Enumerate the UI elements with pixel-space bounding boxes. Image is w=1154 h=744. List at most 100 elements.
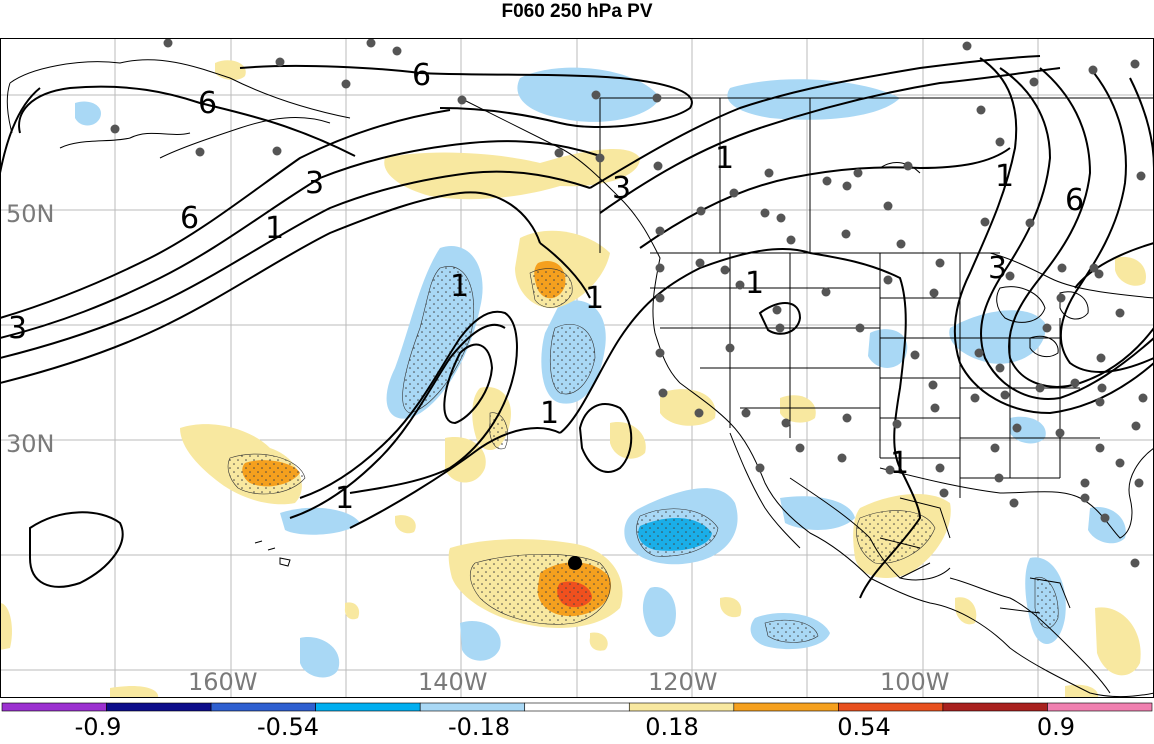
colorbar-swatch — [106, 702, 212, 712]
contour-label: 1 — [265, 211, 284, 246]
positive-anomaly-area — [955, 597, 977, 625]
longitude-label: 100W — [880, 668, 950, 696]
negative-anomaly-area — [1010, 416, 1046, 444]
marked-location-dot — [568, 556, 582, 570]
latitude-label: 30N — [6, 430, 55, 458]
positive-anomaly-area — [1095, 607, 1141, 676]
pv-contour-line — [599, 67, 1061, 214]
colorbar-swatch — [1, 702, 107, 712]
positive-anomaly-area — [610, 422, 646, 459]
pv-contour-line — [299, 310, 518, 499]
pv-contour-line — [539, 242, 591, 299]
colorbar-canvas: -0.9 -0.54 -0.18 0.18 0.54 0.9 — [1, 702, 1153, 741]
coastlines-and-borders — [6, 59, 1153, 697]
pv-contour-line — [239, 64, 693, 128]
positive-anomaly-area — [110, 686, 158, 697]
colorbar: -0.9 -0.54 -0.18 0.18 0.54 0.9 — [0, 702, 1154, 741]
pv-contour-line — [1, 191, 541, 384]
positive-anomaly-area — [1, 603, 12, 650]
pv-contour-line — [758, 302, 802, 335]
colorbar-label: 0.18 — [645, 713, 698, 739]
contour-label: 1 — [335, 481, 354, 516]
colorbar-label: -0.9 — [75, 713, 122, 739]
positive-anomaly-area — [589, 632, 608, 651]
pv-contour-line — [589, 55, 1041, 189]
contour-label: 3 — [305, 166, 324, 201]
negative-anomaly-area — [300, 637, 340, 678]
colorbar-swatches — [1, 702, 1153, 712]
pv-contour-line — [349, 427, 561, 529]
map-canvas: 6 6 6 3 3 3 3 1 1 1 1 1 1 1 1 1 6 50N 30… — [0, 38, 1154, 698]
colorbar-swatch — [628, 702, 735, 712]
contour-labels: 6 6 6 3 3 3 3 1 1 1 1 1 1 1 1 1 6 — [8, 58, 1084, 516]
positive-anomaly-area — [1065, 684, 1098, 697]
colorbar-swatch — [210, 702, 316, 712]
colorbar-swatch — [733, 702, 839, 712]
contour-label: 6 — [1065, 183, 1084, 218]
positive-anomaly-area — [720, 597, 742, 618]
pv-contour-line — [578, 403, 633, 473]
latitude-label: 50N — [6, 200, 55, 228]
pv-contour-line — [1074, 242, 1153, 289]
positive-anomaly-area — [395, 515, 416, 534]
contour-label: 1 — [540, 396, 559, 431]
pv-contour-line — [443, 343, 494, 425]
pv-contour-line — [559, 247, 811, 434]
negative-anomaly-area — [949, 310, 1046, 364]
positive-anomaly-area — [344, 602, 360, 620]
contour-label: 1 — [450, 269, 469, 304]
pv-anomaly-shading — [1, 60, 1146, 697]
pv-contour-line — [979, 67, 1153, 400]
contour-label: 6 — [180, 201, 199, 236]
pv-contour-line — [29, 511, 124, 588]
colorbar-swatch — [838, 702, 944, 712]
pv-contour-line — [1129, 77, 1153, 169]
contour-label: 3 — [988, 251, 1007, 286]
contour-label: 3 — [612, 171, 631, 206]
positive-anomaly-area — [660, 389, 716, 426]
contour-label: 1 — [890, 446, 909, 481]
contour-label: 6 — [198, 86, 217, 121]
pv-contour-line — [1059, 67, 1153, 374]
pv-contour-line — [1, 170, 591, 359]
negative-anomaly-area — [868, 329, 908, 368]
contour-label: 3 — [8, 311, 27, 346]
map-panel: 6 6 6 3 3 3 3 1 1 1 1 1 1 1 1 1 6 50N 30… — [0, 38, 1154, 698]
colorbar-label: 0.9 — [1037, 713, 1075, 739]
negative-anomaly-area — [75, 101, 101, 126]
colorbar-swatch — [524, 702, 630, 712]
map-title: F060 250 hPa PV — [501, 1, 653, 22]
longitude-label: 120W — [648, 668, 718, 696]
colorbar-swatch — [315, 702, 421, 712]
contour-label: 6 — [412, 58, 431, 93]
negative-anomaly-area — [642, 587, 676, 638]
negative-anomaly-area — [727, 79, 900, 120]
colorbar-swatch — [942, 702, 1048, 712]
pv-contours — [1, 55, 1153, 599]
pv-contour-line — [1, 109, 451, 319]
pv-contour-line — [1, 87, 41, 174]
colorbar-swatch — [419, 702, 526, 712]
station-dots — [110, 39, 1148, 568]
colorbar-labels: -0.9 -0.54 -0.18 0.18 0.54 0.9 — [75, 713, 1076, 741]
longitude-label: 140W — [418, 668, 488, 696]
colorbar-swatch — [1047, 702, 1153, 712]
pv-contour-line — [18, 85, 356, 157]
colorbar-label: -0.18 — [448, 713, 510, 739]
pv-contour-line — [953, 57, 1153, 415]
positive-anomaly-area — [384, 148, 640, 200]
contour-label: 1 — [995, 159, 1014, 194]
positive-anomaly-area — [780, 395, 816, 423]
positive-anomaly-area — [1115, 256, 1146, 286]
colorbar-label: -0.54 — [257, 713, 319, 739]
pv-contour-line — [289, 323, 506, 519]
negative-anomaly-area — [517, 67, 660, 122]
contour-label: 1 — [745, 266, 764, 301]
contour-label: 1 — [585, 281, 604, 316]
pv-contour-line — [1008, 67, 1153, 388]
pv-contour-line — [639, 147, 1011, 249]
negative-anomaly-area — [460, 620, 501, 661]
positive-anomaly-area — [215, 60, 246, 80]
pv-contour-line — [1, 140, 601, 339]
negative-anomaly-area — [780, 496, 855, 530]
